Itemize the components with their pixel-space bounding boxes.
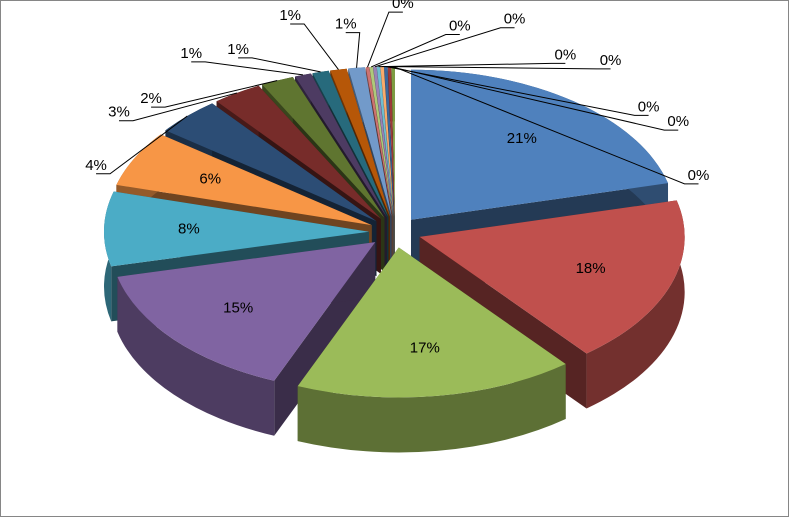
- data-label: 0%: [688, 167, 710, 184]
- data-label: 8%: [178, 221, 200, 238]
- data-label: 17%: [410, 339, 440, 356]
- data-label: 0%: [667, 113, 689, 130]
- slice-side: [117, 276, 275, 436]
- data-label: 2%: [140, 90, 162, 107]
- slice: [116, 134, 372, 226]
- data-label: 1%: [227, 41, 249, 58]
- leader-line: [385, 65, 649, 116]
- leader-line: [345, 32, 361, 68]
- data-label: 1%: [335, 16, 357, 33]
- slice: [419, 200, 685, 354]
- slice: [104, 191, 369, 267]
- slice-group: [297, 247, 566, 453]
- slice-side: [586, 200, 685, 409]
- data-label: 15%: [223, 299, 253, 316]
- data-label: 0%: [555, 46, 577, 63]
- slice: [165, 103, 377, 222]
- leader-line: [96, 115, 188, 175]
- data-label: 0%: [392, 0, 414, 12]
- data-label: 0%: [504, 11, 526, 28]
- data-label: 6%: [199, 171, 221, 188]
- slice: [369, 66, 393, 217]
- slice: [387, 66, 395, 217]
- leader-line: [367, 11, 403, 68]
- data-label: 0%: [449, 17, 471, 34]
- slice: [373, 66, 394, 217]
- leader-line: [238, 57, 321, 73]
- data-label: 4%: [85, 157, 107, 174]
- slice: [380, 66, 394, 217]
- leader-line: [370, 33, 460, 68]
- slice: [262, 77, 385, 218]
- leader-line: [389, 65, 679, 131]
- data-label: 1%: [279, 7, 301, 24]
- slice: [216, 85, 381, 219]
- leader-line: [374, 27, 515, 68]
- slice: [348, 67, 392, 217]
- slice: [117, 242, 376, 381]
- data-label: 0%: [638, 98, 660, 115]
- leader-line: [191, 61, 304, 76]
- slice: [376, 66, 394, 217]
- leader-line: [392, 65, 699, 185]
- leader-line: [119, 92, 238, 122]
- slice: [365, 67, 393, 217]
- leader-line: [378, 62, 566, 68]
- slice: [312, 70, 389, 217]
- slice: [330, 68, 390, 217]
- leader-line: [290, 23, 339, 70]
- data-label: 3%: [108, 104, 130, 121]
- slice: [384, 66, 395, 217]
- data-label: 21%: [507, 130, 537, 147]
- slice: [410, 69, 669, 220]
- slice: [297, 247, 566, 398]
- slice: [295, 73, 387, 218]
- leader-line: [382, 66, 611, 70]
- slice: [391, 66, 395, 217]
- leader-line: [151, 80, 278, 108]
- slice-side: [297, 363, 566, 453]
- data-label: 1%: [180, 45, 202, 62]
- data-label: 18%: [576, 260, 606, 277]
- data-label: 0%: [600, 52, 622, 69]
